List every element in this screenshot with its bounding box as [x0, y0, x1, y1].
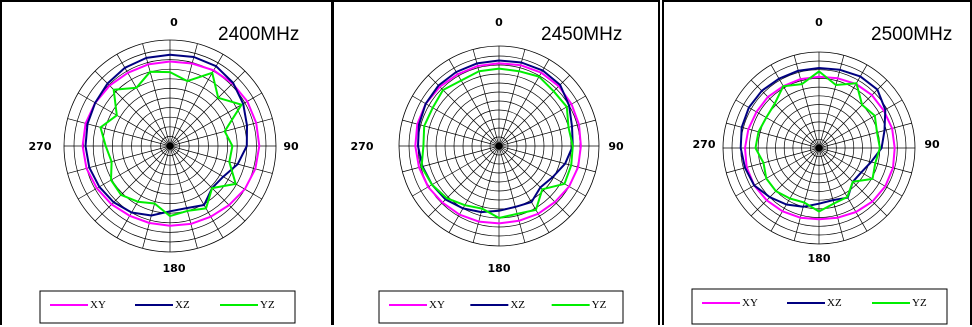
grid-spoke: [818, 147, 845, 241]
grid-spoke: [448, 145, 500, 233]
grid-spoke: [818, 147, 868, 232]
angle-label-90: 90: [924, 138, 940, 151]
grid-spoke: [498, 145, 596, 173]
grid-spoke: [818, 147, 912, 174]
series-line-xy: [744, 75, 896, 221]
angle-label-0: 0: [495, 16, 503, 29]
grid-spoke: [78, 145, 171, 200]
angle-label-180: 180: [808, 252, 831, 265]
chart-title: 2500MHz: [871, 24, 952, 45]
grid-spoke: [94, 70, 171, 147]
legend-label-yz: YZ: [592, 299, 607, 311]
grid-spoke: [142, 145, 171, 249]
angle-label-180: 180: [163, 262, 186, 275]
grid-spoke: [793, 147, 820, 241]
polar-chart-2: 2450MHz 0 90 180 270 XY XZ YZ: [351, 16, 624, 324]
center-hub: [815, 144, 823, 152]
angle-label-0: 0: [815, 16, 823, 29]
legend-box: [691, 288, 948, 325]
legend-box: [39, 290, 296, 324]
grid-spoke: [498, 59, 550, 147]
grid-spoke: [169, 43, 198, 147]
grid-spoke: [818, 64, 868, 149]
angle-label-270: 270: [29, 140, 52, 153]
grid-spoke: [498, 145, 526, 243]
angle-label-0: 0: [170, 16, 178, 29]
series-line-yz: [420, 67, 574, 219]
grid-spoke: [428, 145, 500, 217]
grid-spoke: [169, 145, 246, 222]
grid-spoke: [498, 75, 570, 147]
legend-label-xy: XY: [90, 299, 106, 311]
grid-spoke: [169, 145, 198, 249]
legend-box: [378, 290, 624, 324]
center-hub: [166, 142, 174, 150]
grid-spoke: [142, 43, 171, 147]
angle-label-180: 180: [488, 262, 511, 275]
legend-label-xy: XY: [429, 299, 445, 311]
legend-label-yz: YZ: [912, 297, 927, 309]
legend-label-xz: XZ: [175, 299, 190, 311]
angle-label-90: 90: [608, 140, 624, 153]
series-line-yz: [754, 70, 881, 213]
grid-spoke: [78, 92, 171, 147]
grid-spoke: [498, 145, 570, 217]
grid-spoke: [116, 145, 171, 238]
series-line-xz: [739, 67, 887, 208]
angle-label-270: 270: [351, 140, 374, 153]
polar-chart-3: 2500MHz 0 90 180 270 XY XZ YZ: [691, 16, 952, 325]
legend-label-yz: YZ: [260, 299, 275, 311]
series-line-xz: [417, 59, 574, 214]
grid-spoke: [818, 79, 888, 149]
grid-spoke: [472, 145, 500, 243]
chart-title: 2450MHz: [541, 24, 622, 45]
angle-label-90: 90: [283, 140, 299, 153]
angle-label-270: 270: [693, 138, 716, 151]
grid-spoke: [94, 145, 171, 222]
grid-spoke: [498, 145, 550, 233]
grid-spoke: [818, 122, 912, 149]
polar-chart-1: 2400MHz 0 90 180 270 XY XZ YZ: [29, 16, 299, 324]
center-hub: [495, 142, 503, 150]
polar-chart-panel-3: 2500MHz 0 90 180 270 XY XZ YZ: [662, 0, 972, 325]
series-line-yz: [99, 70, 243, 218]
legend-label-xz: XZ: [510, 299, 525, 311]
grid-spoke: [818, 99, 903, 149]
grid-spoke: [67, 145, 171, 174]
grid-spoke: [169, 145, 262, 200]
grid-spoke: [116, 54, 171, 147]
grid-spoke: [498, 145, 586, 197]
grid-spoke: [770, 147, 820, 232]
grid-spoke: [735, 147, 820, 197]
grid-spoke: [169, 54, 224, 147]
chart-title: 2400MHz: [218, 24, 299, 45]
polar-chart-panel-1: 2400MHz 0 90 180 270 XY XZ YZ: [0, 0, 333, 325]
grid-spoke: [412, 145, 500, 197]
grid-spoke: [169, 145, 224, 238]
polar-chart-panel-2: 2450MHz 0 90 180 270 XY XZ YZ: [332, 0, 660, 325]
grid-spoke: [412, 95, 500, 147]
legend-label-xz: XZ: [827, 297, 842, 309]
grid-spoke: [750, 147, 820, 217]
legend-label-xy: XY: [742, 297, 758, 309]
series-line-xz: [84, 53, 248, 217]
grid-spoke: [726, 147, 820, 174]
